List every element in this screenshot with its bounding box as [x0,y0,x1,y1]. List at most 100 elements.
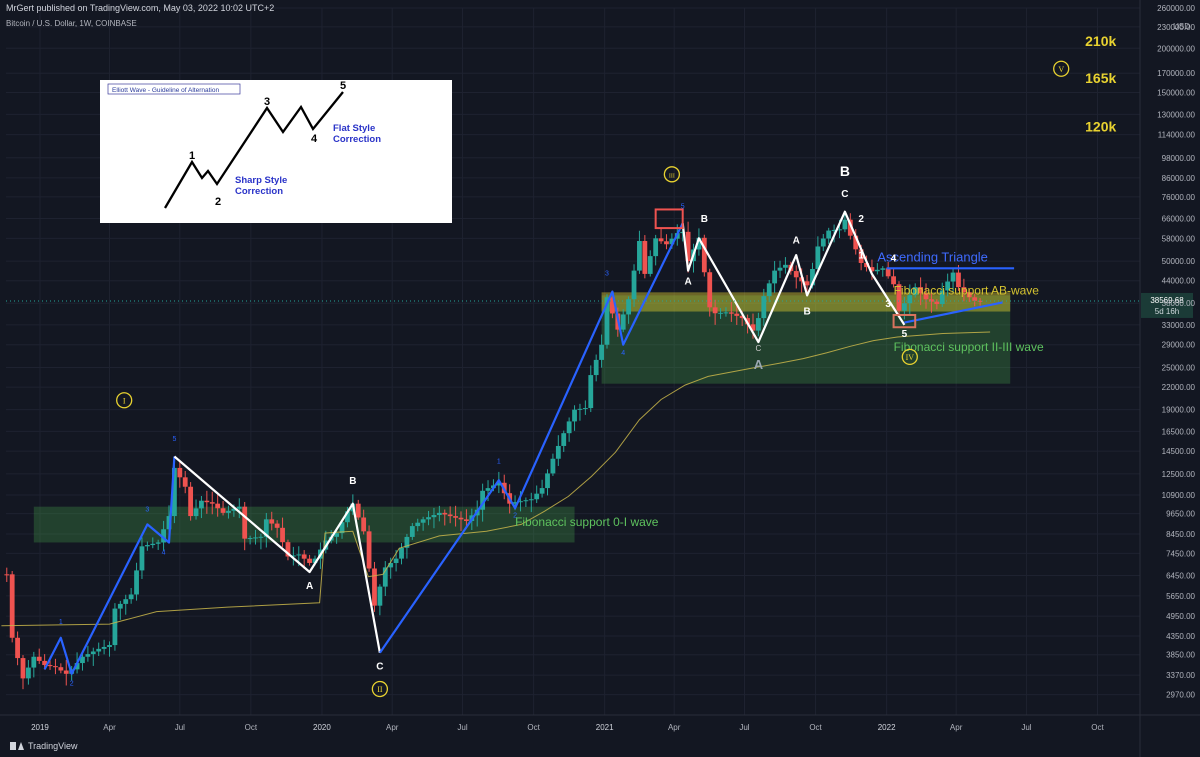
wave-label: 4 [621,350,625,357]
candle-body [123,599,129,604]
candle-body [804,281,810,286]
y-tick-label: 86000.00 [1162,174,1196,183]
last-price-value: 38569.68 [1150,296,1184,305]
target-label: 120k [1085,119,1116,135]
fibonacci-label: Fibonacci support II-III wave [894,340,1044,354]
candle-body [664,241,669,245]
candle-body [236,506,242,509]
candle-body [215,503,221,509]
wave-label: 5 [172,436,176,443]
wave-circle-ring [901,348,918,365]
candle-body [139,546,145,571]
candle-body [901,303,907,311]
candle-body [950,272,956,282]
candle-body [485,488,491,491]
moving-average-line [1,331,991,627]
alternation-inset: Elliott Wave - Guideline of Alternation 1… [100,80,452,223]
fibonacci-label: Fibonacci support AB-wave [894,284,1040,298]
candle-body [604,297,610,345]
inset-flat-label-2: Correction [333,134,381,145]
candle-body [956,272,961,288]
wave-label: 5 [681,203,685,210]
candle-body [426,517,431,520]
candle-body [161,529,166,543]
wave-circle-ring [116,392,133,409]
y-tick-label: 114000.00 [1158,131,1196,140]
candle-body [409,526,415,537]
wave-label: 1 [497,458,501,465]
wave-label: A [793,236,800,247]
wave-label: B [803,307,810,318]
blue-triangle-bottom [904,301,1003,324]
candle-body [701,237,707,273]
blue-impulse-1 [43,456,176,675]
wave-degree-circle: III [663,166,681,183]
symbol-title: Bitcoin / U.S. Dollar, 1W, COINBASE [6,19,137,28]
y-tick-label: 29000.00 [1162,341,1196,350]
y-tick-label: 14500.00 [1162,447,1196,456]
wave-circle-ring [1053,60,1070,77]
x-tick-label: Apr [103,723,116,732]
candle-body [599,344,604,360]
candle-body [134,570,139,595]
candle-body [869,267,875,272]
wave-label: 3 [885,299,891,310]
candle-body [263,519,269,537]
candle-body [647,256,653,274]
candle-body [290,555,296,557]
y-tick-label: 7450.00 [1166,549,1195,558]
wave-label: B [349,476,356,487]
candle-body [853,235,859,250]
candle-body [512,502,518,504]
candle-body [755,318,761,331]
wave-label: 1 [59,619,63,626]
candle-body [593,359,599,376]
candle-body [399,547,404,559]
candle-body [166,516,172,530]
candle-body [518,501,523,503]
candle-body [442,512,448,515]
y-tick-label: 76000.00 [1162,193,1196,202]
red-box-wave-3-top [654,208,684,230]
candle-body [258,536,264,538]
candle-body [810,268,815,286]
y-tick-label: 8450.00 [1166,530,1195,539]
last-price-badge [1141,292,1193,318]
candle-body [480,490,486,510]
x-tick-label: 2019 [31,723,49,732]
candle-body [307,558,312,563]
candle-body [31,656,37,668]
candle-body [361,517,367,532]
candle-body [766,283,772,297]
candle-body [9,574,15,638]
candle-body [63,670,69,674]
y-tick-label: 44000.00 [1162,277,1196,286]
y-tick-label: 9650.00 [1166,510,1195,519]
candle-body [447,514,453,517]
candle-body [436,512,442,516]
x-tick-label: 2020 [313,723,331,732]
wave-label: 4 [162,549,166,556]
wave-degree-circle: V [1053,60,1070,77]
tradingview-footer[interactable]: TradingView [10,741,78,751]
y-tick-label: 200000.00 [1157,44,1195,53]
candle-body [112,608,118,646]
candle-body [274,523,280,528]
wave-label: C [841,189,848,200]
candle-body [4,574,10,576]
candle-body [739,315,745,319]
candle-body [247,538,253,540]
candle-body [653,238,659,257]
y-tick-label: 25000.00 [1162,364,1196,373]
inset-wave-label: 4 [311,133,318,145]
y-tick-label: 50000.00 [1162,257,1196,266]
candle-body [404,536,410,548]
candle-body [669,238,675,245]
candle-body [934,301,940,305]
wave-label: 2 [513,513,517,520]
candle-body [496,482,502,486]
candle-body [117,603,123,609]
candle-body [172,467,177,517]
candle-body [582,408,588,410]
